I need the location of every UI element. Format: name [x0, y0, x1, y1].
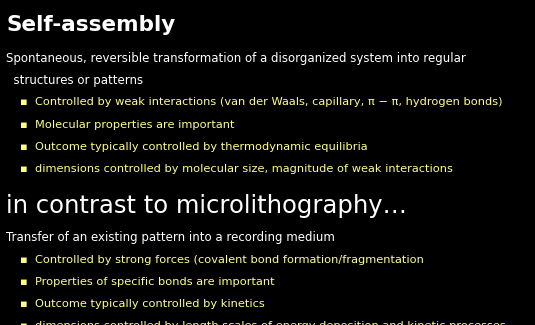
- Text: ▪  dimensions controlled by length scales of energy deposition and kinetic proce: ▪ dimensions controlled by length scales…: [20, 321, 506, 325]
- Text: ▪  Controlled by weak interactions (van der Waals, capillary, π − π, hydrogen bo: ▪ Controlled by weak interactions (van d…: [20, 98, 503, 108]
- Text: Self-assembly: Self-assembly: [6, 15, 175, 35]
- Text: ▪  Properties of specific bonds are important: ▪ Properties of specific bonds are impor…: [20, 277, 275, 287]
- Text: Spontaneous, reversible transformation of a disorganized system into regular: Spontaneous, reversible transformation o…: [6, 52, 467, 65]
- Text: ▪  Molecular properties are important: ▪ Molecular properties are important: [20, 120, 235, 130]
- Text: Transfer of an existing pattern into a recording medium: Transfer of an existing pattern into a r…: [6, 231, 335, 244]
- Text: ▪  Outcome typically controlled by thermodynamic equilibria: ▪ Outcome typically controlled by thermo…: [20, 142, 368, 152]
- Text: ▪  Controlled by strong forces (covalent bond formation/fragmentation: ▪ Controlled by strong forces (covalent …: [20, 255, 424, 265]
- Text: ▪  Outcome typically controlled by kinetics: ▪ Outcome typically controlled by kineti…: [20, 299, 265, 309]
- Text: ▪  dimensions controlled by molecular size, magnitude of weak interactions: ▪ dimensions controlled by molecular siz…: [20, 164, 453, 174]
- Text: structures or patterns: structures or patterns: [6, 74, 143, 87]
- Text: in contrast to microlithography…: in contrast to microlithography…: [6, 194, 407, 218]
